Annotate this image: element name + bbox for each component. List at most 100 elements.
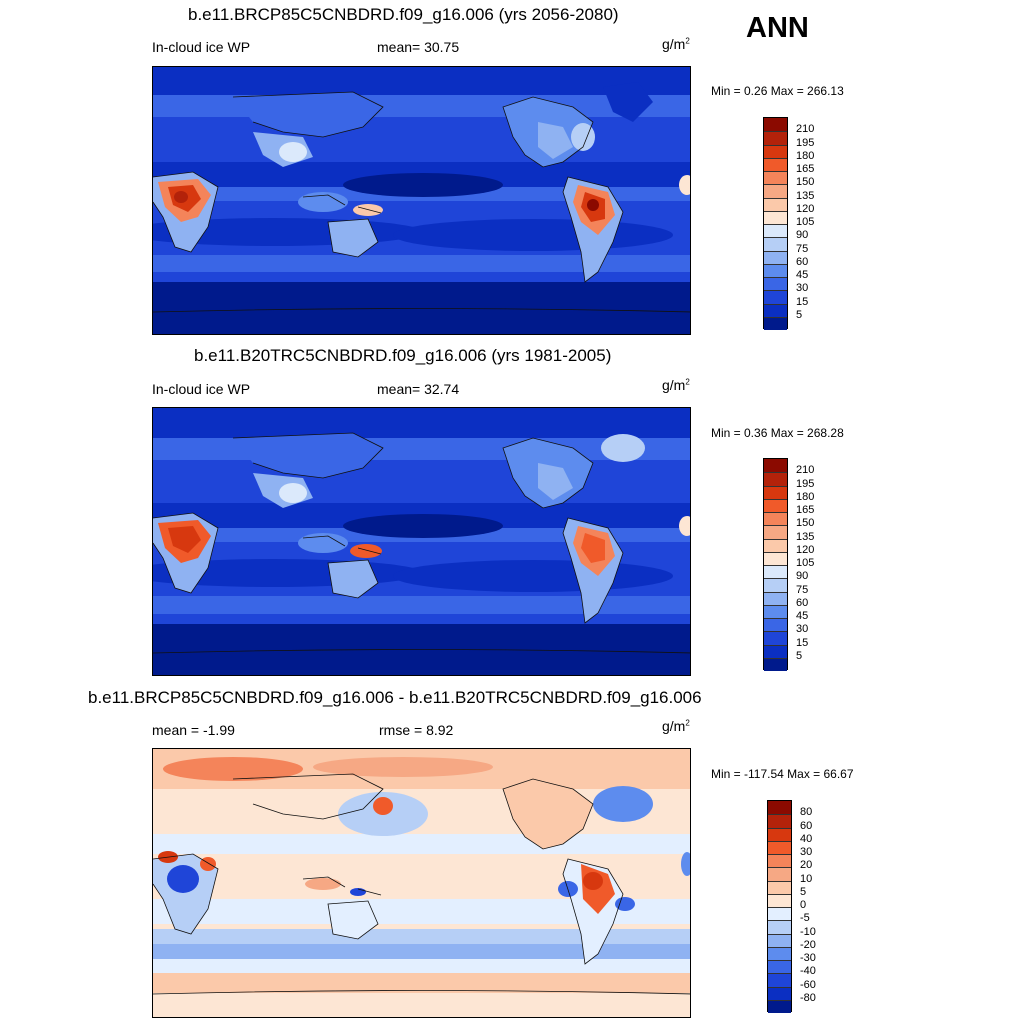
panel2-mean-label: mean= 32.74 bbox=[377, 381, 460, 397]
colorbar-swatch bbox=[768, 840, 791, 854]
colorbar-swatch bbox=[764, 224, 787, 238]
colorbar-swatch bbox=[764, 512, 787, 526]
colorbar-tick-label: 40 bbox=[800, 832, 813, 845]
panel2-variable-label: In-cloud ice WP bbox=[152, 381, 251, 397]
panel3-minmax: Min = -117.54 Max = 66.67 bbox=[711, 767, 854, 781]
colorbar-tick-label: 5 bbox=[800, 885, 807, 898]
panel1-colorbar bbox=[763, 117, 788, 330]
colorbar-swatch bbox=[764, 303, 787, 317]
panel3-title: b.e11.BRCP85C5CNBDRD.f09_g16.006 - b.e11… bbox=[88, 688, 702, 707]
colorbar-tick-label: 30 bbox=[796, 623, 809, 636]
colorbar-swatch bbox=[764, 157, 787, 171]
colorbar-swatch bbox=[764, 144, 787, 158]
colorbar-tick-label: 120 bbox=[796, 543, 815, 556]
colorbar-tick-label: 0 bbox=[800, 899, 807, 911]
colorbar-tick-label: 5 bbox=[796, 649, 803, 662]
colorbar-swatch bbox=[764, 118, 787, 132]
colorbar-tick-label: -80 bbox=[800, 991, 816, 1004]
colorbar-tick-label: 120 bbox=[796, 202, 815, 215]
colorbar-swatch bbox=[764, 538, 787, 552]
colorbar-tick-label: 165 bbox=[796, 163, 815, 175]
colorbar-tick-label: 75 bbox=[796, 242, 809, 255]
colorbar-tick-label: -20 bbox=[800, 938, 816, 951]
colorbar-swatch bbox=[768, 893, 791, 907]
colorbar-tick-label: 45 bbox=[796, 269, 809, 281]
colorbar-swatch bbox=[768, 960, 791, 974]
colorbar-swatch bbox=[764, 498, 787, 512]
colorbar-tick-label: 60 bbox=[796, 596, 809, 609]
colorbar-swatch bbox=[764, 277, 787, 291]
panel1-minmax: Min = 0.26 Max = 266.13 bbox=[711, 84, 844, 98]
panel2-title: b.e11.B20TRC5CNBDRD.f09_g16.006 (yrs 198… bbox=[194, 346, 612, 365]
panel3-colorbar bbox=[767, 800, 792, 1013]
colorbar-tick-label: 180 bbox=[796, 149, 815, 162]
colorbar-swatch bbox=[764, 197, 787, 211]
colorbar-swatch bbox=[764, 657, 787, 671]
panel2-map bbox=[152, 407, 691, 676]
colorbar-swatch bbox=[764, 578, 787, 592]
colorbar-tick-label: 90 bbox=[796, 570, 809, 583]
colorbar-tick-label: -60 bbox=[800, 978, 816, 991]
colorbar-swatch bbox=[764, 485, 787, 499]
colorbar-swatch bbox=[764, 131, 787, 145]
colorbar-tick-label: 15 bbox=[796, 295, 809, 308]
colorbar-swatch bbox=[768, 827, 791, 841]
panel2-colorbar bbox=[763, 458, 788, 671]
colorbar-swatch bbox=[768, 920, 791, 934]
panel3-difference-plot bbox=[153, 749, 690, 1017]
panel3-rmse-label: rmse = 8.92 bbox=[379, 722, 454, 738]
panel2-field-plot bbox=[153, 408, 690, 675]
colorbar-tick-label: 60 bbox=[800, 819, 813, 832]
colorbar-tick-label: 180 bbox=[796, 490, 815, 503]
colorbar-tick-label: 135 bbox=[796, 530, 815, 543]
colorbar-tick-label: 165 bbox=[796, 504, 815, 516]
colorbar-tick-label: 80 bbox=[800, 806, 813, 819]
panel2-minmax: Min = 0.36 Max = 268.28 bbox=[711, 426, 844, 440]
colorbar-swatch bbox=[768, 999, 791, 1013]
colorbar-swatch bbox=[768, 854, 791, 868]
colorbar-swatch bbox=[764, 618, 787, 632]
colorbar-swatch bbox=[764, 184, 787, 198]
colorbar-swatch bbox=[764, 644, 787, 658]
colorbar-tick-label: 195 bbox=[796, 477, 815, 490]
season-label: ANN bbox=[746, 12, 809, 44]
colorbar-swatch bbox=[764, 604, 787, 618]
colorbar-swatch bbox=[764, 591, 787, 605]
colorbar-swatch bbox=[768, 801, 791, 815]
colorbar-swatch bbox=[764, 551, 787, 565]
colorbar-tick-label: -30 bbox=[800, 952, 816, 964]
colorbar-tick-label: 105 bbox=[796, 216, 815, 228]
colorbar-swatch bbox=[768, 986, 791, 1000]
colorbar-tick-label: 15 bbox=[796, 636, 809, 649]
colorbar-swatch bbox=[764, 472, 787, 486]
colorbar-tick-label: 30 bbox=[796, 282, 809, 295]
colorbar-swatch bbox=[764, 263, 787, 277]
colorbar-tick-label: 150 bbox=[796, 176, 815, 189]
panel1-title: b.e11.BRCP85C5CNBDRD.f09_g16.006 (yrs 20… bbox=[188, 5, 619, 24]
colorbar-tick-label: 150 bbox=[796, 517, 815, 530]
colorbar-swatch bbox=[764, 250, 787, 264]
colorbar-tick-label: 45 bbox=[796, 610, 809, 622]
colorbar-tick-label: 10 bbox=[800, 872, 813, 885]
colorbar-tick-label: -10 bbox=[800, 925, 816, 938]
panel1-map bbox=[152, 66, 691, 335]
colorbar-tick-label: 60 bbox=[796, 255, 809, 268]
colorbar-tick-label: 30 bbox=[800, 846, 813, 858]
colorbar-swatch bbox=[768, 867, 791, 881]
colorbar-swatch bbox=[764, 316, 787, 330]
colorbar-swatch bbox=[768, 880, 791, 894]
panel2-units: g/m2 bbox=[662, 377, 690, 393]
panel1-mean-label: mean= 30.75 bbox=[377, 39, 460, 55]
panel3-units: g/m2 bbox=[662, 718, 690, 734]
colorbar-swatch bbox=[768, 933, 791, 947]
colorbar-tick-label: 5 bbox=[796, 308, 803, 321]
colorbar-tick-label: 105 bbox=[796, 557, 815, 569]
colorbar-tick-label: 210 bbox=[796, 123, 815, 136]
colorbar-swatch bbox=[764, 525, 787, 539]
colorbar-tick-label: 20 bbox=[800, 859, 813, 872]
colorbar-swatch bbox=[764, 565, 787, 579]
colorbar-swatch bbox=[764, 210, 787, 224]
colorbar-tick-label: -5 bbox=[800, 912, 810, 925]
colorbar-swatch bbox=[764, 631, 787, 645]
panel3-mean-label: mean = -1.99 bbox=[152, 722, 235, 738]
